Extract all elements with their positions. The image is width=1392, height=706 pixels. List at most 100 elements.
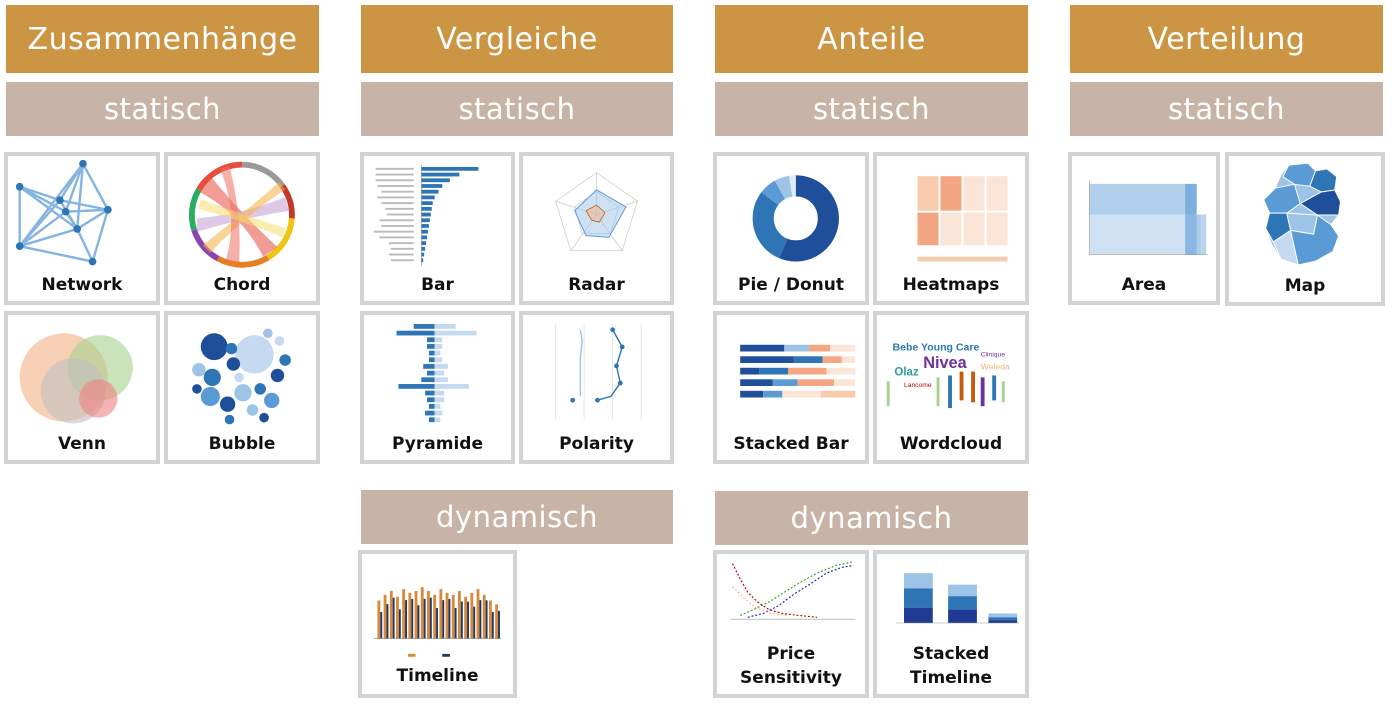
area-chart-icon	[1076, 160, 1212, 271]
stacked-timeline-chart-icon	[881, 558, 1021, 642]
price-sensitivity-chart-icon	[721, 558, 861, 642]
card-pie-donut[interactable]: Pie / Donut	[713, 152, 869, 305]
card-bar[interactable]: Bar	[360, 152, 515, 305]
network-chart-icon	[12, 160, 152, 271]
timeline-bar	[454, 607, 457, 639]
card-label: Pie / Donut	[738, 275, 844, 295]
polarity-chart-icon	[527, 319, 666, 430]
column-header-vergleiche: Vergleiche	[361, 5, 673, 73]
timeline-bar	[392, 597, 395, 639]
card-price-sensitivity[interactable]: Price Sensitivity	[713, 550, 869, 698]
card-radar[interactable]: Radar	[519, 152, 674, 305]
card-map[interactable]: Map	[1225, 152, 1385, 306]
card-bubble[interactable]: Bubble	[164, 311, 320, 464]
column-header-anteile: Anteile	[715, 5, 1028, 73]
card-label: Chord	[213, 275, 271, 295]
column-header-zusammenhaenge: Zusammenhänge	[6, 5, 319, 73]
card-network[interactable]: Network	[4, 152, 160, 305]
card-polarity[interactable]: Polarity	[519, 311, 674, 464]
card-label: Stacked Timeline	[910, 644, 992, 688]
timeline-bar	[476, 589, 480, 639]
timeline-bar	[448, 598, 451, 639]
timeline-bar	[377, 600, 381, 639]
timeline-bar	[386, 604, 389, 639]
card-label: Venn	[58, 434, 106, 454]
column-header-verteilung: Verteilung	[1070, 5, 1383, 73]
card-timeline[interactable]: Timeline	[358, 550, 517, 698]
card-label: Area	[1121, 275, 1167, 295]
timeline-bar	[479, 600, 482, 639]
timeline-bar	[467, 601, 469, 639]
timeline-bar	[488, 600, 492, 639]
timeline-bar	[389, 590, 393, 639]
wordcloud-word: Olaz	[894, 366, 919, 378]
timeline-bar	[396, 596, 399, 639]
timeline-bar	[457, 590, 461, 639]
timeline-bar	[420, 587, 424, 639]
card-label: Pyramide	[392, 434, 483, 454]
card-heatmaps[interactable]: Heatmaps	[873, 152, 1029, 305]
timeline-bar	[423, 598, 426, 639]
card-label: Map	[1284, 276, 1326, 296]
bar-chart-icon	[368, 160, 507, 271]
card-label: Polarity	[559, 434, 634, 454]
timeline-bar	[398, 609, 401, 639]
timeline-bar	[402, 589, 406, 639]
card-label: Bar	[421, 275, 454, 295]
timeline-bar	[491, 611, 494, 639]
wordcloud-word: Clinique	[981, 351, 1005, 358]
timeline-bar	[473, 606, 476, 639]
timeline-bar	[495, 604, 499, 639]
section-header-statisch: statisch	[1070, 82, 1383, 136]
radar-chart-icon	[527, 160, 666, 271]
card-stacked-timeline[interactable]: Stacked Timeline	[873, 550, 1029, 698]
timeline-bar	[414, 590, 418, 639]
timeline-bar	[383, 594, 387, 639]
bubble-chart-icon	[172, 319, 312, 430]
wordcloud-word: Bebe Young Care	[893, 342, 980, 354]
timeline-bar	[429, 597, 432, 639]
timeline-bar	[417, 605, 420, 639]
card-label: Stacked Bar	[733, 434, 849, 454]
card-label: Wordcloud	[899, 434, 1003, 454]
card-wordcloud[interactable]: Bebe Young Care Nivea Olaz Lancome Weled…	[873, 311, 1029, 464]
timeline-bar	[460, 601, 463, 639]
section-header-statisch: statisch	[715, 82, 1028, 136]
timeline-bar	[408, 592, 412, 639]
timeline-bar	[427, 590, 430, 639]
card-label: Price Sensitivity	[740, 644, 842, 688]
timeline-bar	[445, 592, 449, 639]
wordcloud-word: Lancome	[904, 382, 932, 389]
card-label: Radar	[568, 275, 625, 295]
section-header-statisch: statisch	[6, 82, 319, 136]
donut-chart-icon	[721, 160, 861, 271]
card-stacked-bar[interactable]: Stacked Bar	[713, 311, 869, 464]
section-header-statisch: statisch	[361, 82, 673, 136]
section-header-dynamisch: dynamisch	[361, 490, 673, 544]
stacked-bar-chart-icon	[721, 319, 861, 430]
map-chart-icon	[1233, 160, 1377, 272]
heatmap-chart-icon	[881, 160, 1021, 271]
timeline-bar	[439, 589, 443, 639]
timeline-bar	[470, 592, 474, 639]
timeline-bar	[482, 594, 486, 639]
timeline-bar	[498, 610, 500, 639]
timeline-bar	[405, 600, 407, 639]
chord-chart-icon	[172, 160, 312, 271]
card-area[interactable]: Area	[1068, 152, 1220, 305]
timeline-bar	[436, 607, 438, 639]
wordcloud-word: Nivea	[923, 354, 967, 372]
card-venn[interactable]: Venn	[4, 311, 160, 464]
timeline-bar	[485, 600, 488, 639]
section-header-dynamisch: dynamisch	[715, 491, 1028, 545]
wordcloud-icon: Bebe Young Care Nivea Olaz Lancome Weled…	[881, 319, 1021, 430]
venn-chart-icon	[12, 319, 152, 430]
card-label: Timeline	[396, 666, 479, 686]
card-label: Network	[41, 275, 123, 295]
timeline-bar	[451, 594, 455, 639]
timeline-chart-icon	[366, 558, 509, 664]
card-chord[interactable]: Chord	[164, 152, 320, 305]
card-label: Heatmaps	[902, 275, 1000, 295]
timeline-bar	[433, 594, 437, 639]
card-pyramide[interactable]: Pyramide	[360, 311, 515, 464]
